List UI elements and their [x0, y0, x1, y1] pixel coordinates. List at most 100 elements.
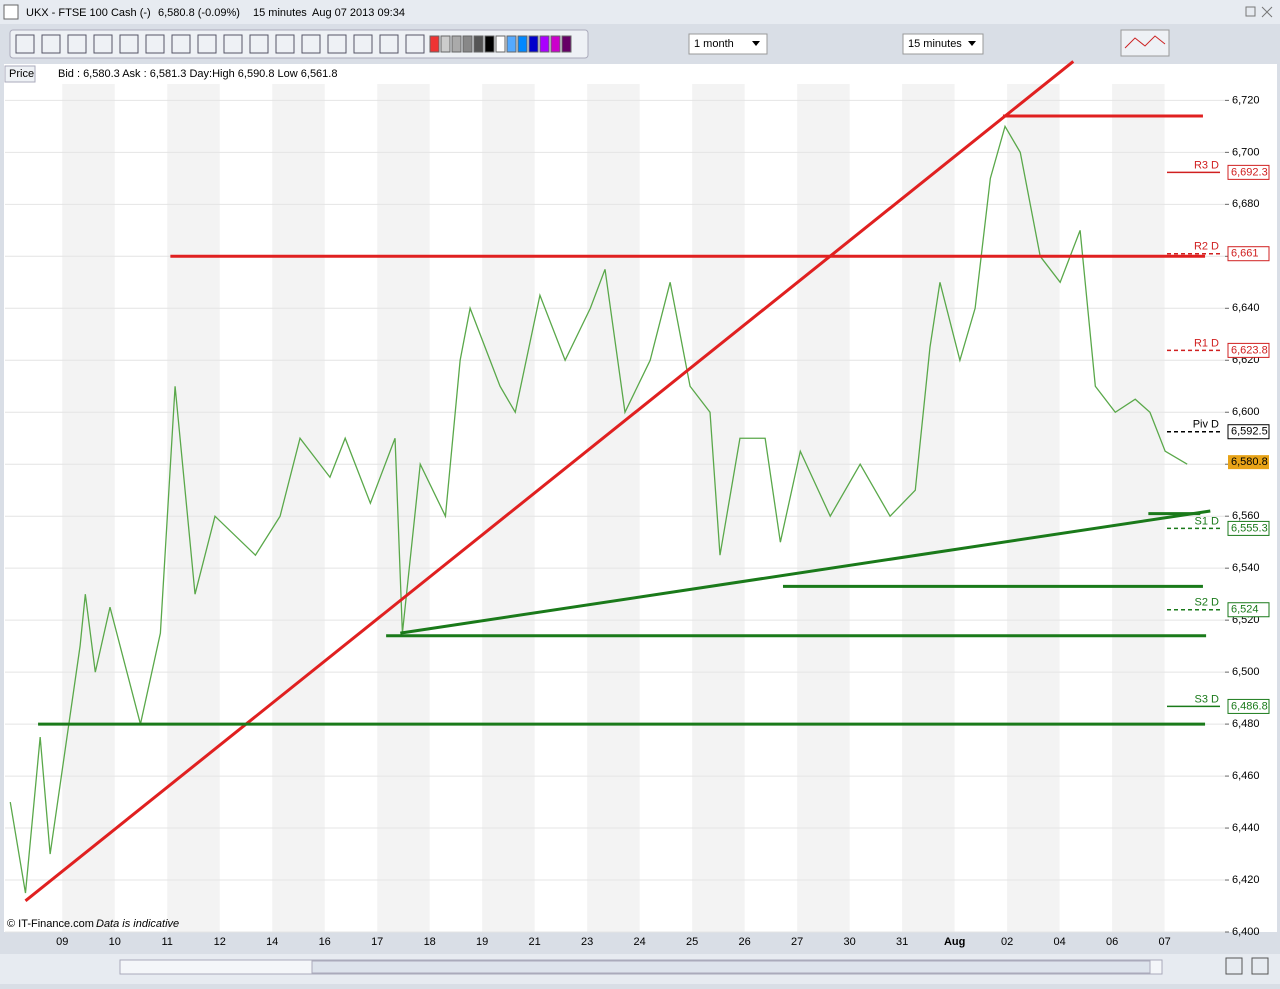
- pivot-name: Piv D: [1193, 419, 1219, 431]
- x-tick-label: 19: [476, 936, 488, 948]
- indicators-icon: [1124, 35, 1166, 49]
- tool-button[interactable]: [145, 34, 165, 54]
- tool-button[interactable]: [249, 34, 269, 54]
- tool-button[interactable]: [171, 34, 191, 54]
- y-tick-label: 6,700: [1232, 146, 1260, 158]
- x-tick-label: 18: [424, 936, 436, 948]
- zoom-in-button[interactable]: [1251, 957, 1269, 975]
- x-tick-label: 26: [739, 936, 751, 948]
- pivot-value-box: [1227, 602, 1270, 618]
- color-swatch[interactable]: [462, 35, 473, 53]
- day-band: [1112, 84, 1165, 932]
- window-quote: 6,580.8 (-0.09%): [158, 7, 240, 19]
- zoom-out-button[interactable]: [1225, 957, 1243, 975]
- day-band: [482, 84, 535, 932]
- day-band: [377, 84, 430, 932]
- indicators-button[interactable]: [1120, 29, 1170, 57]
- price-button[interactable]: [4, 65, 36, 83]
- pivot-value-label: 6,524: [1231, 604, 1259, 616]
- y-tick-label: 6,460: [1232, 770, 1260, 782]
- day-band: [62, 84, 115, 932]
- color-swatch[interactable]: [473, 35, 484, 53]
- tool-button[interactable]: [67, 34, 87, 54]
- x-tick-label: 06: [1106, 936, 1118, 948]
- x-tick-label: 07: [1159, 936, 1171, 948]
- x-tick-label: 30: [844, 936, 856, 948]
- x-tick-label: 24: [634, 936, 646, 948]
- color-swatch[interactable]: [528, 35, 539, 53]
- pivot-value-label: 6,592.5: [1231, 426, 1268, 438]
- price-button-label: Price: [9, 68, 34, 80]
- pivot-value-box: [1227, 424, 1270, 440]
- pivot-name: S3 D: [1195, 693, 1220, 705]
- y-axis-area: [1225, 64, 1277, 932]
- color-swatch[interactable]: [495, 35, 506, 53]
- color-swatch[interactable]: [440, 35, 451, 53]
- tool-button[interactable]: [119, 34, 139, 54]
- y-tick-label: 6,640: [1232, 302, 1260, 314]
- pivot-name: S2 D: [1195, 597, 1220, 609]
- day-band: [587, 84, 640, 932]
- y-tick-label: 6,500: [1232, 666, 1260, 678]
- y-tick-label: 6,440: [1232, 822, 1260, 834]
- tool-button[interactable]: [223, 34, 243, 54]
- pivot-value-box: [1227, 520, 1270, 536]
- window-title: UKX - FTSE 100 Cash (-): [26, 7, 151, 19]
- tool-button[interactable]: [41, 34, 61, 54]
- color-swatch[interactable]: [429, 35, 440, 53]
- pivot-value-box: [1227, 164, 1270, 180]
- last-price-box: [1228, 455, 1269, 470]
- restore-button[interactable]: [1245, 6, 1256, 17]
- x-tick-label: 14: [266, 936, 278, 948]
- pivot-name: S1 D: [1195, 515, 1220, 527]
- x-tick-label: 12: [214, 936, 226, 948]
- y-tick-label: 6,420: [1232, 874, 1260, 886]
- tool-button[interactable]: [301, 34, 321, 54]
- tool-button[interactable]: [93, 34, 113, 54]
- pivot-value-label: 6,486.8: [1231, 700, 1268, 712]
- x-tick-label: 09: [56, 936, 68, 948]
- x-tick-label: 02: [1001, 936, 1013, 948]
- day-band: [272, 84, 325, 932]
- pivot-value-label: 6,661: [1231, 248, 1259, 260]
- tool-button[interactable]: [275, 34, 295, 54]
- pivot-name: R3 D: [1194, 159, 1219, 171]
- color-swatch[interactable]: [484, 35, 495, 53]
- x-tick-label: 10: [109, 936, 121, 948]
- x-tick-label: 27: [791, 936, 803, 948]
- close-button[interactable]: [1261, 6, 1273, 18]
- period-select[interactable]: [688, 33, 768, 55]
- timeframe-select[interactable]: [902, 33, 984, 55]
- pivot-value-box: [1227, 246, 1270, 262]
- color-swatch[interactable]: [506, 35, 517, 53]
- last-price-label: 6,580.8: [1231, 456, 1268, 468]
- tool-button[interactable]: [353, 34, 373, 54]
- tool-button[interactable]: [327, 34, 347, 54]
- tool-button[interactable]: [197, 34, 217, 54]
- tool-button[interactable]: [15, 34, 35, 54]
- pivot-name: R2 D: [1194, 241, 1219, 253]
- scroll-thumb[interactable]: [311, 960, 1151, 974]
- day-band: [167, 84, 220, 932]
- color-swatch[interactable]: [539, 35, 550, 53]
- color-swatch[interactable]: [451, 35, 462, 53]
- color-swatch[interactable]: [550, 35, 561, 53]
- color-swatch[interactable]: [517, 35, 528, 53]
- tool-button[interactable]: [379, 34, 399, 54]
- pivot-name: R1 D: [1194, 337, 1219, 349]
- pivot-value-box: [1227, 698, 1270, 714]
- color-swatch[interactable]: [561, 35, 572, 53]
- window-interval: 15 minutes: [253, 7, 307, 19]
- x-tick-label: 31: [896, 936, 908, 948]
- y-tick-label: 6,400: [1232, 926, 1260, 938]
- pivot-value-label: 6,692.3: [1231, 166, 1268, 178]
- tool-button[interactable]: [405, 34, 425, 54]
- trend-line: [24, 60, 1075, 902]
- pivot-value-label: 6,555.3: [1231, 522, 1268, 534]
- period-label: 1 month: [694, 38, 734, 50]
- quote-line: Bid : 6,580.3 Ask : 6,581.3 Day:High 6,5…: [58, 68, 337, 80]
- x-tick-label: 23: [581, 936, 593, 948]
- y-tick-label: 6,560: [1232, 510, 1260, 522]
